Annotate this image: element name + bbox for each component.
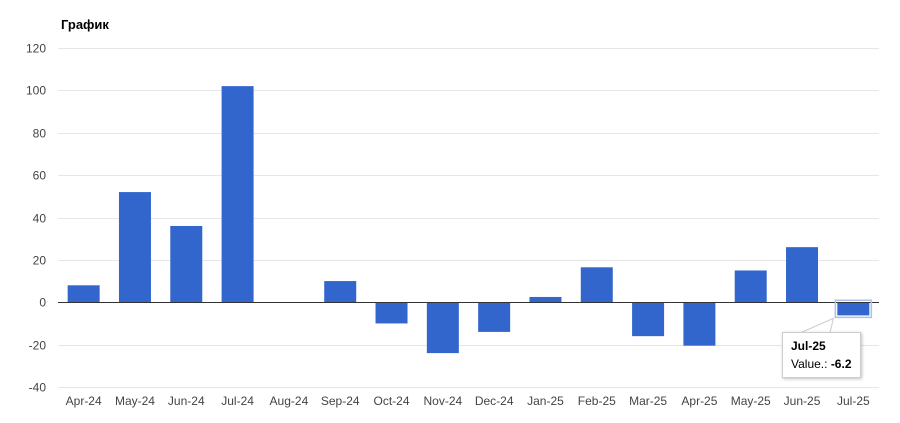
y-tick-label: 60 — [33, 169, 47, 183]
bar-jun-24 — [170, 225, 203, 303]
x-tick-label: Jul-24 — [221, 394, 254, 408]
bar-apr-25 — [683, 302, 716, 346]
bar-feb-25 — [580, 267, 613, 303]
x-tick-label: Apr-25 — [681, 394, 717, 408]
x-tick-label: Jun-25 — [784, 394, 821, 408]
x-tick-label: Jan-25 — [527, 394, 564, 408]
x-tick-label: Nov-24 — [424, 394, 463, 408]
x-tick-label: Oct-24 — [374, 394, 410, 408]
bar-may-24 — [118, 192, 151, 303]
x-tick-label: Sep-24 — [321, 394, 360, 408]
chart-tooltip: Jul-25 Value.: -6.2 — [782, 332, 861, 378]
bar-nov-24 — [426, 302, 459, 354]
y-tick-label: 100 — [26, 84, 46, 98]
bar-apr-24 — [67, 285, 100, 303]
bar-mar-25 — [632, 302, 665, 337]
x-tick-label: Jul-25 — [837, 394, 870, 408]
bar-dec-24 — [478, 302, 511, 332]
x-tick-label: Dec-24 — [475, 394, 514, 408]
x-tick-label: Mar-25 — [629, 394, 667, 408]
bar-sep-24 — [324, 281, 357, 303]
bar-jun-25 — [786, 247, 819, 303]
y-tick-label: 0 — [39, 296, 46, 310]
tooltip-title: Jul-25 — [791, 339, 826, 353]
x-tick-label: Feb-25 — [578, 394, 616, 408]
y-tick-label: 40 — [33, 212, 47, 226]
tooltip-value: -6.2 — [830, 357, 852, 371]
chart-title: График — [61, 17, 109, 32]
x-tick-label: Jun-24 — [168, 394, 205, 408]
x-tick-label: May-25 — [731, 394, 771, 408]
bar-may-25 — [734, 270, 767, 303]
y-tick-label: -20 — [29, 339, 47, 353]
x-tick-label: May-24 — [115, 394, 155, 408]
y-tick-label: -40 — [29, 381, 47, 395]
x-tick-label: Apr-24 — [66, 394, 102, 408]
bar-oct-24 — [375, 302, 408, 324]
y-tick-label: 20 — [33, 254, 47, 268]
bar-jan-25 — [529, 296, 562, 303]
y-tick-label: 80 — [33, 127, 47, 141]
y-tick-label: 120 — [26, 42, 46, 56]
x-tick-label: Aug-24 — [270, 394, 309, 408]
bar-jul-24 — [221, 86, 254, 303]
tooltip-label: Value.: — [791, 357, 828, 371]
tooltip-body: Value.: -6.2 — [791, 357, 852, 371]
bar-highlight — [834, 299, 873, 319]
tooltip-pointer — [799, 317, 835, 334]
bar-jul-25 — [837, 302, 870, 316]
